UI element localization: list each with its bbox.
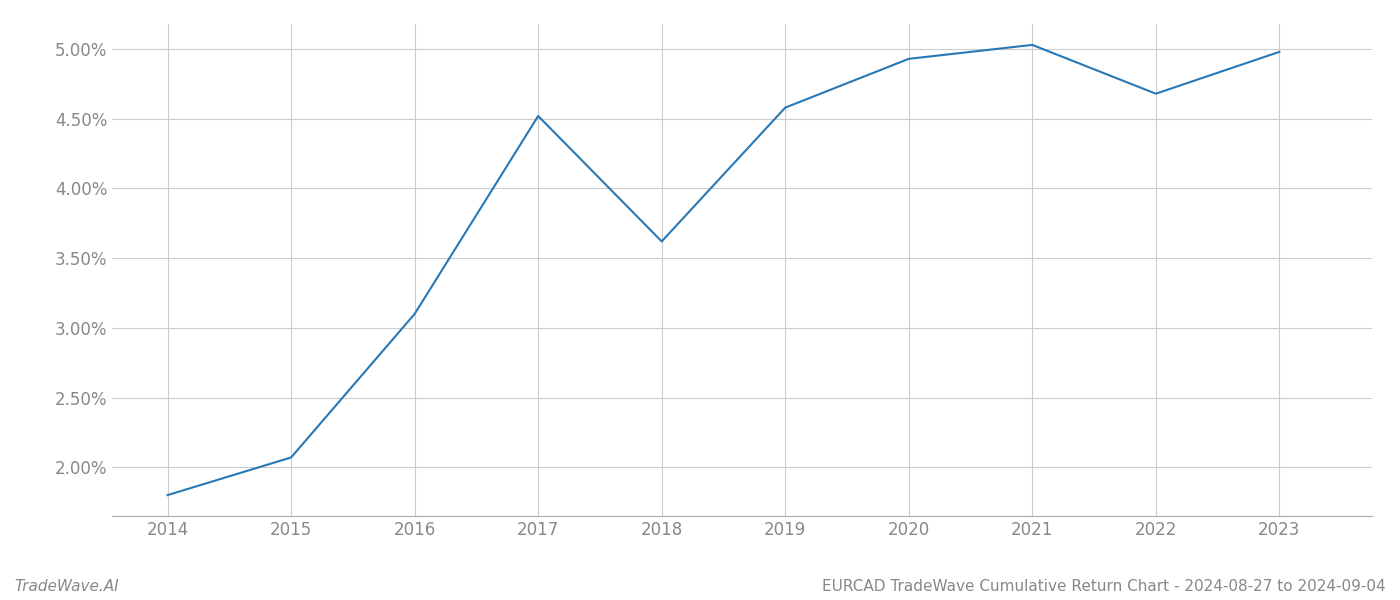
- Text: EURCAD TradeWave Cumulative Return Chart - 2024-08-27 to 2024-09-04: EURCAD TradeWave Cumulative Return Chart…: [822, 579, 1386, 594]
- Text: TradeWave.AI: TradeWave.AI: [14, 579, 119, 594]
